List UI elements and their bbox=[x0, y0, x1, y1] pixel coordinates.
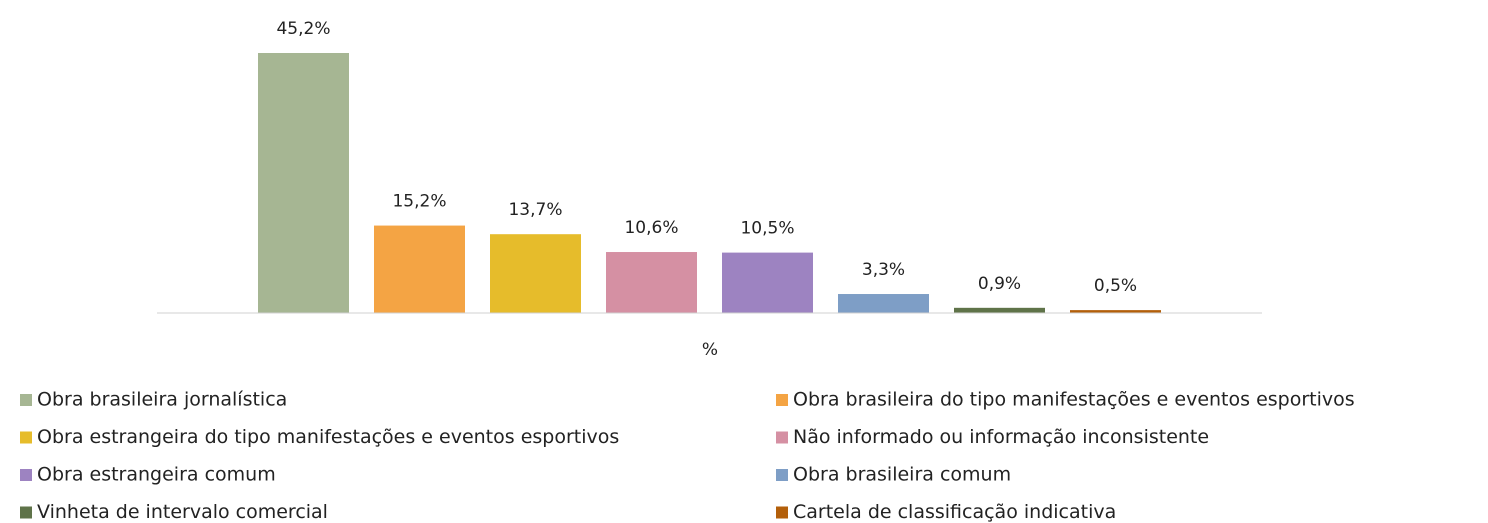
legend-swatch bbox=[776, 469, 788, 481]
bar bbox=[490, 234, 581, 313]
value-label: 0,5% bbox=[1094, 276, 1137, 296]
legend-label: Obra estrangeira do tipo manifestações e… bbox=[37, 426, 619, 448]
value-label: 15,2% bbox=[392, 192, 446, 212]
value-label: 0,9% bbox=[978, 274, 1021, 294]
legend-swatch bbox=[20, 506, 32, 519]
legend-label: Obra brasileira jornalística bbox=[37, 389, 287, 411]
bar bbox=[722, 252, 813, 313]
value-label: 3,3% bbox=[862, 260, 905, 280]
legend-label: Vinheta de intervalo comercial bbox=[37, 501, 328, 523]
legend-label: Obra brasileira comum bbox=[793, 464, 1011, 486]
value-label: 10,6% bbox=[624, 218, 678, 238]
bar bbox=[838, 294, 929, 313]
legend-label: Não informado ou informação inconsistent… bbox=[793, 426, 1209, 448]
value-label: 10,5% bbox=[740, 219, 794, 239]
legend-swatch bbox=[20, 394, 32, 406]
bar bbox=[1070, 310, 1161, 313]
bar bbox=[606, 252, 697, 313]
legend-label: Cartela de classificação indicativa bbox=[793, 501, 1116, 523]
legend-label: Obra estrangeira comum bbox=[37, 464, 276, 486]
value-label: 45,2% bbox=[276, 19, 330, 39]
legend-label: Obra brasileira do tipo manifestações e … bbox=[793, 389, 1355, 411]
legend-swatch bbox=[20, 469, 32, 481]
legend-swatch bbox=[776, 431, 788, 444]
bar bbox=[258, 53, 349, 313]
legend-swatch bbox=[776, 394, 788, 406]
legend-swatch bbox=[20, 431, 32, 444]
value-label: 13,7% bbox=[508, 200, 562, 220]
bar bbox=[954, 307, 1045, 313]
bar bbox=[374, 225, 465, 313]
legend-swatch bbox=[776, 506, 788, 519]
x-tick-label: % bbox=[702, 340, 718, 360]
